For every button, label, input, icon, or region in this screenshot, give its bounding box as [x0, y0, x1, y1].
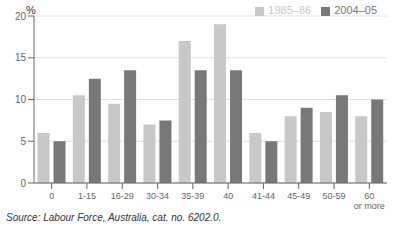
svg-text:45-49: 45-49	[287, 191, 310, 201]
svg-text:10: 10	[15, 94, 27, 105]
html-text:1985–86: 1985–86	[268, 4, 312, 16]
svg-text:41-44: 41-44	[252, 191, 275, 201]
html-text:Source: Labour Force, Australi: Source: Labour Force, Australia, cat. no…	[6, 212, 222, 223]
svg-text:15: 15	[15, 52, 27, 63]
svg-text:30-34: 30-34	[146, 191, 169, 201]
svg-text:60or more: 60or more	[354, 191, 385, 211]
svg-text:20: 20	[15, 11, 27, 22]
svg-text:0: 0	[49, 191, 54, 201]
svg-text:0: 0	[20, 178, 26, 189]
svg-text:1-15: 1-15	[78, 191, 96, 201]
svg-text:50-59: 50-59	[323, 191, 346, 201]
svg-text:40: 40	[223, 191, 233, 201]
svg-text:35-39: 35-39	[181, 191, 204, 201]
html-text:2004–05: 2004–05	[334, 4, 377, 16]
svg-text:16-29: 16-29	[111, 191, 134, 201]
svg-text:5: 5	[20, 136, 26, 147]
